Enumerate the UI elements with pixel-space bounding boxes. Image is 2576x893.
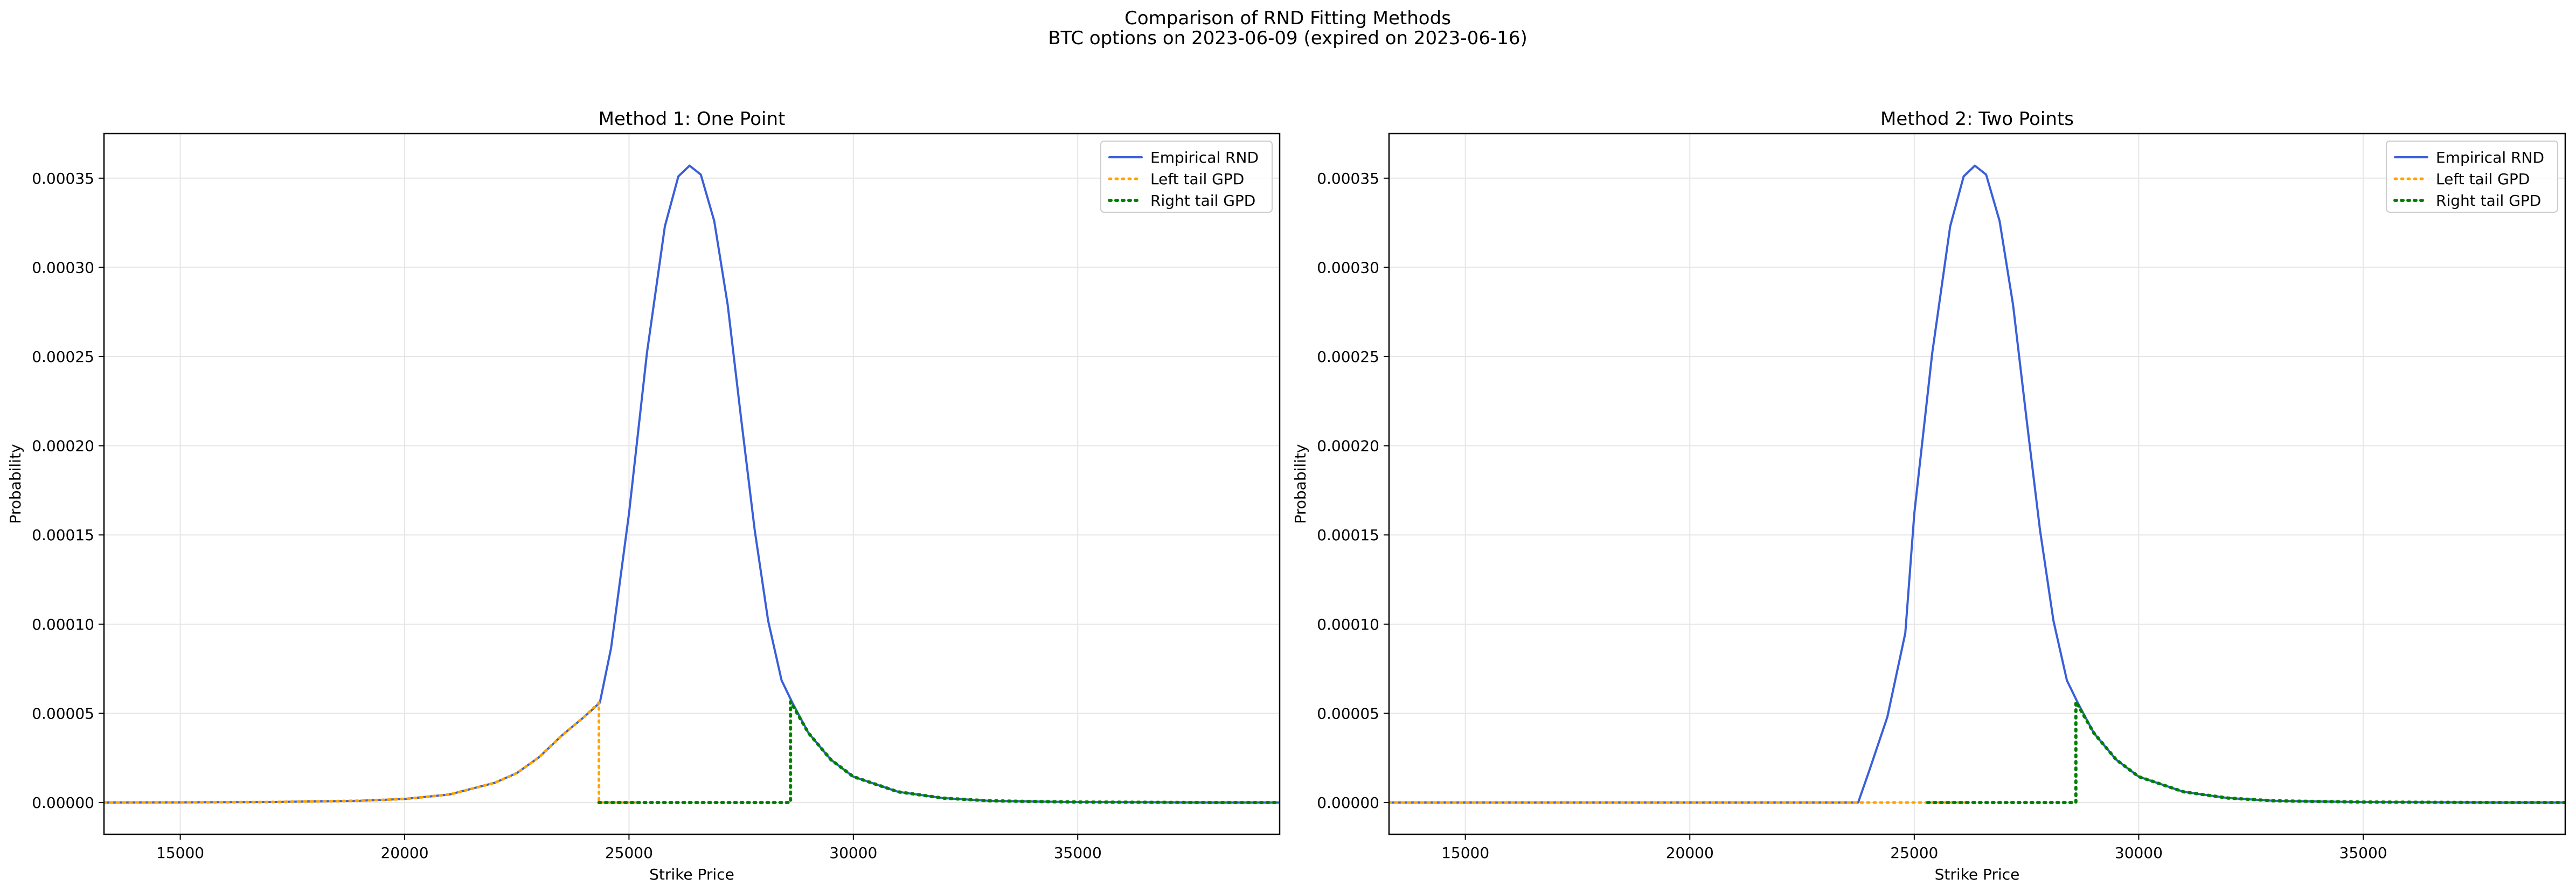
figure-suptitle-line2: BTC options on 2023-06-09 (expired on 20… [1048, 27, 1527, 49]
x-tick-label-1: 20000 [380, 844, 428, 862]
x-tick-label-4: 35000 [2339, 844, 2387, 862]
y-tick-label-7: 0.00035 [32, 170, 94, 187]
y-tick-label-5: 0.00025 [32, 348, 94, 366]
series-group [104, 164, 1280, 804]
x-tick-label-3: 30000 [2115, 844, 2163, 862]
empirical-line [104, 164, 1280, 804]
right-subplot: 15000 20000 25000 30000 35000 0.00000 0.00005 0… [1292, 108, 2566, 883]
x-axis-label: Strike Price [649, 866, 734, 883]
legend-label-left-tail: Left tail GPD [2436, 170, 2530, 188]
legend-label-right-tail: Right tail GPD [2436, 192, 2541, 210]
legend-label-left-tail: Left tail GPD [1150, 170, 1244, 188]
right-tail-line [597, 700, 1280, 804]
y-tick-label-3: 0.00015 [1317, 526, 1379, 544]
legend-box [2386, 141, 2558, 213]
x-tick-label-3: 30000 [829, 844, 877, 862]
legend-box [1100, 141, 1273, 213]
legend-label-empirical: Empirical RND [2436, 149, 2544, 166]
y-axis-label: Probability [1292, 444, 1309, 524]
y-tick-label-4: 0.00020 [1317, 437, 1379, 455]
y-tick-label-0: 0.00000 [1317, 794, 1379, 812]
y-axis-label: Probability [6, 444, 24, 524]
y-tick-label-5: 0.00025 [1317, 348, 1379, 366]
left-tail-line [104, 701, 640, 804]
axes-frame [103, 132, 1281, 835]
x-tick-label-2: 25000 [605, 844, 653, 862]
subplot-title: Method 1: One Point [599, 108, 786, 130]
y-tick-label-2: 0.00010 [1317, 616, 1379, 633]
x-axis-label: Strike Price [1935, 866, 2020, 883]
legend: Empirical RND Left tail GPD Right tail GPD [1100, 141, 1273, 213]
legend: Empirical RND Left tail GPD Right tail GPD [2386, 141, 2558, 213]
y-tick-label-2: 0.00010 [32, 616, 94, 633]
left-subplot: 15000 20000 25000 30000 35000 0.00000 0.00005 0… [6, 108, 1281, 883]
y-tick-label-6: 0.00030 [1317, 259, 1379, 276]
legend-label-empirical: Empirical RND [1150, 149, 1259, 166]
axes-frame [1388, 132, 2566, 835]
x-tick-label-0: 15000 [1441, 844, 1489, 862]
x-tick-label-1: 20000 [1666, 844, 1714, 862]
y-tick-label-1: 0.00005 [1317, 704, 1379, 722]
x-tick-label-4: 35000 [1054, 844, 1102, 862]
y-tick-label-1: 0.00005 [32, 704, 94, 722]
y-tick-label-7: 0.00035 [1317, 170, 1379, 187]
legend-label-right-tail: Right tail GPD [1150, 192, 1255, 210]
subplot-title: Method 2: Two Points [1880, 108, 2074, 130]
x-tick-label-2: 25000 [1890, 844, 1938, 862]
right-tail-line [1926, 700, 2565, 804]
y-tick-label-0: 0.00000 [32, 794, 94, 812]
empirical-line [1389, 164, 2565, 804]
y-tick-label-6: 0.00030 [32, 259, 94, 276]
y-tick-label-3: 0.00015 [32, 526, 94, 544]
y-tick-label-4: 0.00020 [32, 437, 94, 455]
x-tick-label-0: 15000 [156, 844, 204, 862]
figure-suptitle-line1: Comparison of RND Fitting Methods [1124, 8, 1451, 29]
series-group [1389, 164, 2565, 804]
